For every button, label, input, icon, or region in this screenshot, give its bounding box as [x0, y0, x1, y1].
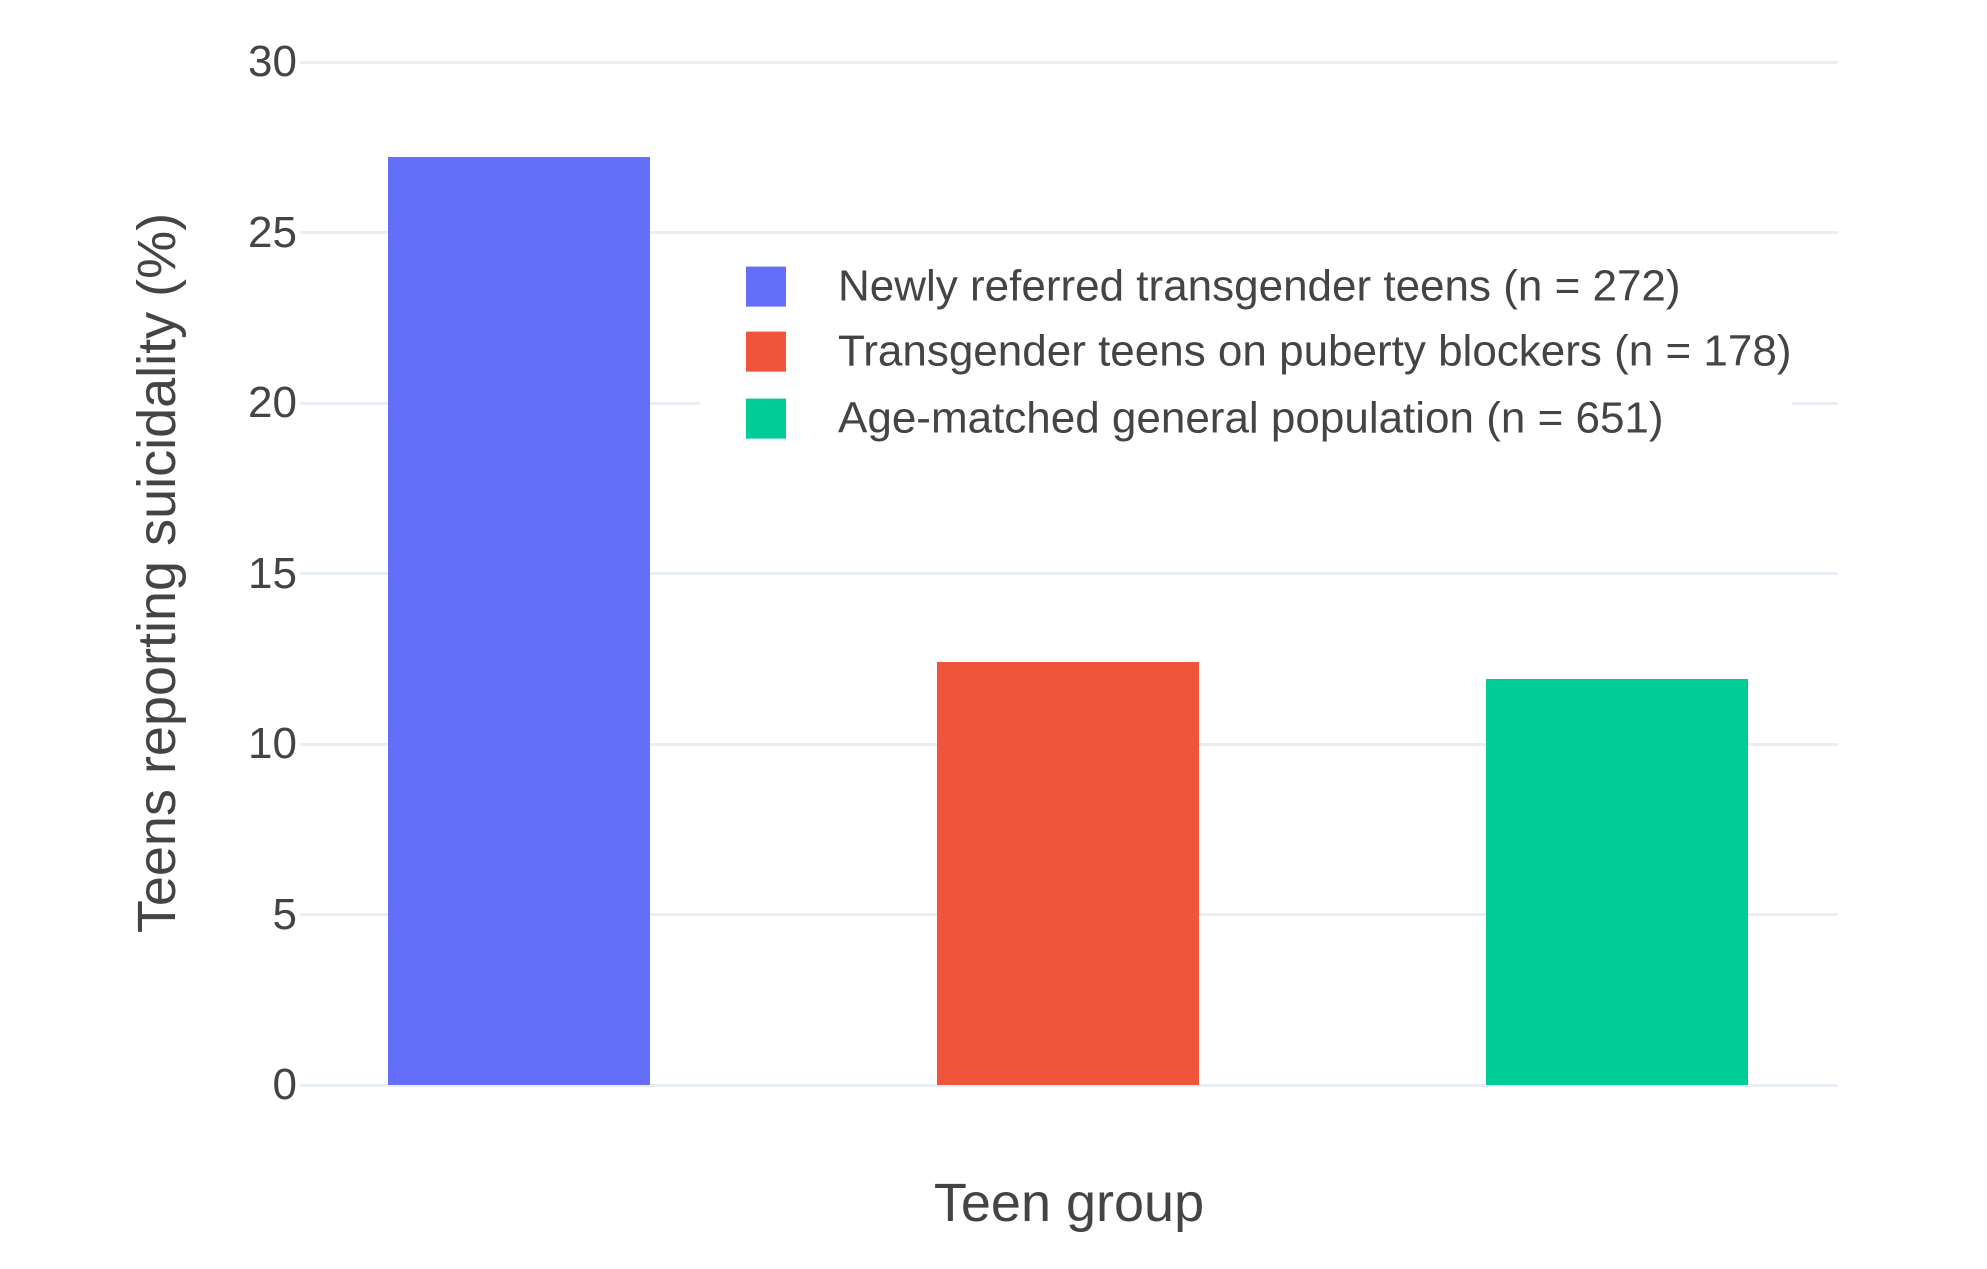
y-tick-label-30: 30 [248, 37, 297, 86]
y-tick-label-15: 15 [248, 548, 297, 598]
y-tick-label-25: 25 [248, 207, 297, 257]
legend-swatch-3 [746, 398, 786, 439]
bar-3[interactable] [1486, 679, 1748, 1085]
gridline-y-15 [300, 572, 1838, 575]
y-tick-label-0: 0 [272, 1060, 297, 1109]
y-tick-label-10: 10 [248, 719, 297, 768]
legend-label-3: Age-matched general population (n = 651) [838, 393, 1664, 443]
legend-item-2[interactable]: Transgender teens on puberty blockers (n… [746, 326, 1791, 379]
gridline-y-30 [300, 60, 1838, 64]
gridline-y-0 [300, 1083, 1838, 1087]
y-axis-title: Teens reporting suicidality (%) [127, 212, 187, 934]
legend: Newly referred transgender teens (n = 27… [700, 242, 1792, 458]
legend-swatch-2 [746, 331, 786, 372]
x-axis-title: Teen group [933, 1173, 1205, 1233]
y-tick-label-5: 5 [272, 889, 297, 939]
legend-label-2: Transgender teens on puberty blockers (n… [838, 326, 1792, 376]
legend-item-1[interactable]: Newly referred transgender teens (n = 27… [746, 261, 1681, 314]
bar-2[interactable] [937, 662, 1199, 1085]
legend-swatch-1 [746, 266, 786, 307]
y-tick-label-20: 20 [248, 378, 297, 427]
legend-label-1: Newly referred transgender teens (n = 27… [838, 261, 1681, 311]
bar-1[interactable] [388, 157, 650, 1085]
gridline-y-25 [300, 231, 1838, 234]
legend-item-3[interactable]: Age-matched general population (n = 651) [746, 393, 1664, 446]
